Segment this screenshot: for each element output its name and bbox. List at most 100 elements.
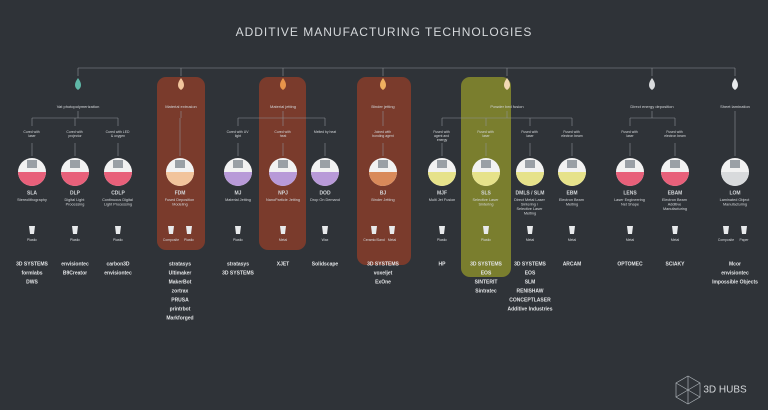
- process-label: Fused with electron beam: [664, 130, 686, 138]
- category-label: Material extrusion: [165, 104, 197, 109]
- technology-name: Drop On Demand: [310, 198, 340, 202]
- technology-code: FDM: [175, 190, 186, 196]
- process-label: Cured with LED & oxygen: [106, 130, 131, 138]
- technology-icon: [481, 160, 491, 168]
- brand-name: ARCAM: [563, 261, 582, 267]
- material-label: Plastic: [184, 238, 194, 242]
- brand-name: SCIAKY: [666, 261, 686, 267]
- brand-name: stratasys: [227, 261, 249, 267]
- material-label: Plastic: [437, 238, 447, 242]
- technology-name: Laser Engineering Net Shape: [614, 198, 646, 207]
- technology-name: Binder Jetting: [371, 198, 394, 202]
- category-icon: [75, 78, 81, 90]
- technology-icon: [175, 160, 185, 168]
- technology-name: Laminated Object Manufacturing: [720, 198, 751, 207]
- material-icon: [115, 226, 121, 234]
- material-label: Plastic: [113, 238, 123, 242]
- category-icon: [178, 78, 184, 90]
- brand-name: printrbot: [170, 306, 191, 312]
- material-icon: [168, 226, 174, 234]
- material-icon: [280, 226, 286, 234]
- technology-icon: [311, 172, 339, 186]
- technology-icon: [730, 160, 740, 168]
- technology-name: Selective Laser Sintering: [472, 198, 499, 207]
- brand-name: MakerBot: [169, 279, 192, 285]
- technology-icon: [661, 172, 689, 186]
- brand-name: SINTERIT: [475, 279, 498, 285]
- brand-name: B9Creator: [63, 270, 87, 276]
- technology-icon: [104, 172, 132, 186]
- material-icon: [741, 226, 747, 234]
- material-icon: [439, 226, 445, 234]
- brand-name: formlabs: [21, 270, 42, 276]
- technology-name: Continuous Digital Light Processing: [102, 198, 134, 207]
- material-label: Plastic: [481, 238, 491, 242]
- material-label: Plastic: [27, 238, 37, 242]
- brand-name: PRUSA: [171, 297, 189, 303]
- process-label: Fused with laser: [477, 130, 494, 138]
- brand-name: 3D SYSTEMS: [514, 261, 546, 267]
- technology-code: EBM: [566, 190, 577, 196]
- technology-code: NPJ: [278, 190, 288, 196]
- category-label: Sheet lamination: [720, 104, 750, 109]
- process-label: Cured with projector: [66, 130, 83, 138]
- material-label: Metal: [388, 238, 397, 242]
- technology-code: LOM: [729, 190, 740, 196]
- category-label: Vat photopolymerization: [57, 104, 100, 109]
- material-label: Ceramic/Sand: [363, 238, 385, 242]
- category-label: Material jetting: [270, 104, 296, 109]
- technology-icon: [428, 172, 456, 186]
- material-icon: [483, 226, 489, 234]
- technology-icon: [113, 160, 123, 168]
- technology-name: Electron Beam Melting: [559, 198, 585, 207]
- technology-code: MJ: [235, 190, 242, 196]
- brand-name: OPTOMEC: [617, 261, 643, 267]
- technology-code: SLA: [27, 190, 37, 196]
- brand-name: envisiontec: [721, 270, 749, 276]
- material-icon: [527, 226, 533, 234]
- brand-name: carbon3D: [106, 261, 129, 267]
- process-label: Cured with UV light: [227, 130, 250, 138]
- process-label: Fused with agent and energy: [433, 130, 450, 142]
- logo: 3D HUBS: [703, 385, 747, 396]
- technology-icon: [233, 160, 243, 168]
- technology-code: MJF: [437, 190, 447, 196]
- brand-name: zortrax: [172, 288, 189, 294]
- process-label: Fused with laser: [621, 130, 638, 138]
- technology-name: Material Jetting: [225, 198, 251, 202]
- brand-name: ExOne: [375, 279, 391, 285]
- category-icon: [504, 78, 510, 90]
- technology-icon: [320, 160, 330, 168]
- technology-icon: [61, 172, 89, 186]
- technology-icon: [616, 172, 644, 186]
- technology-icon: [721, 172, 749, 186]
- brand-name: 3D SYSTEMS: [470, 261, 502, 267]
- technology-name: NanoParticle Jetting: [266, 198, 300, 202]
- technology-code: DOD: [319, 190, 331, 196]
- technology-icon: [472, 172, 500, 186]
- technology-icon: [27, 160, 37, 168]
- technology-name: Direct Metal Laser Sintering / Selective…: [514, 198, 546, 216]
- technology-name: Electron Beam Additive Manufacturing: [662, 198, 688, 211]
- technology-code: BJ: [380, 190, 387, 196]
- material-icon: [29, 226, 35, 234]
- technology-icon: [369, 172, 397, 186]
- material-label: Paper: [739, 238, 749, 242]
- material-label: Metal: [671, 238, 680, 242]
- category-icon: [380, 78, 386, 90]
- material-label: Wax: [322, 238, 329, 242]
- category-label: Powder bed fusion: [490, 104, 523, 109]
- material-icon: [186, 226, 192, 234]
- technology-icon: [437, 160, 447, 168]
- brand-name: Mcor: [729, 261, 741, 267]
- process-label: Cured with laser: [23, 130, 40, 138]
- process-label: Fused with electron beam: [561, 130, 583, 138]
- technology-icon: [625, 160, 635, 168]
- brand-name: Solidscape: [312, 261, 339, 267]
- technology-icon: [269, 172, 297, 186]
- process-label: Cured with heat: [274, 130, 291, 138]
- brand-name: XJET: [277, 261, 290, 267]
- technology-icon: [70, 160, 80, 168]
- material-label: Metal: [626, 238, 635, 242]
- category-icon: [280, 78, 286, 90]
